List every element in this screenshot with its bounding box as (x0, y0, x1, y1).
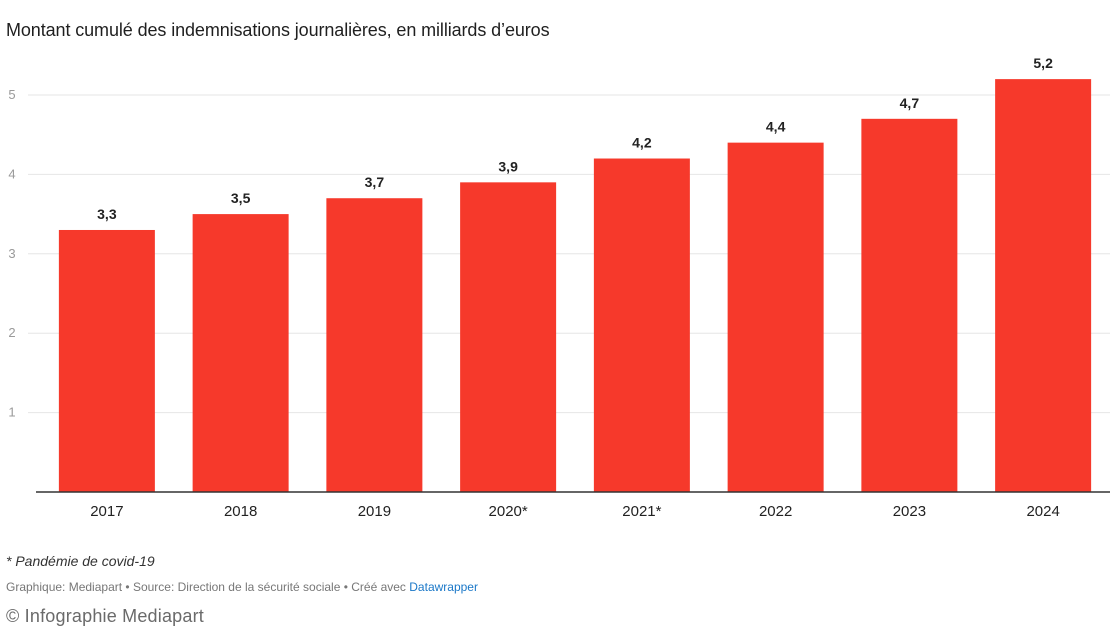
x-tick-label: 2021* (622, 503, 661, 520)
bar-value-label: 4,2 (632, 135, 652, 151)
bar-value-label: 4,7 (900, 95, 920, 111)
bar-value-label: 3,7 (365, 174, 385, 190)
bar-chart: 1 2 3 4 5 3,3 2017 3,5 2018 3,7 2019 3,9 2020* 4,2 202… (8, 55, 1110, 520)
bar-value-label: 5,2 (1033, 55, 1053, 71)
bar (460, 182, 557, 492)
x-tick-label: 2023 (893, 503, 926, 520)
credit-line: © Infographie Mediapart (6, 606, 204, 626)
bar (192, 214, 289, 492)
x-tick-label: 2020* (489, 503, 528, 520)
y-tick-label: 3 (8, 246, 15, 261)
y-tick-label: 1 (8, 405, 15, 420)
x-tick-label: 2024 (1026, 503, 1059, 520)
bar (58, 229, 155, 493)
y-tick-label: 4 (8, 166, 15, 181)
bar (995, 79, 1092, 493)
chart-title: Montant cumulé des indemnisations journa… (6, 20, 550, 40)
bar-value-label: 4,4 (766, 119, 786, 135)
bar-value-label: 3,5 (231, 190, 251, 206)
bar (593, 158, 690, 492)
x-tick-label: 2017 (90, 503, 123, 520)
x-tick-label: 2019 (358, 503, 391, 520)
y-tick-label: 2 (8, 325, 15, 340)
datawrapper-link[interactable]: Datawrapper (409, 580, 478, 594)
bar-value-label: 3,9 (498, 158, 518, 174)
source-line: Graphique: Mediapart • Source: Direction… (6, 580, 478, 594)
footnote: * Pandémie de covid-19 (6, 553, 155, 569)
bar-value-label: 3,3 (97, 206, 117, 222)
y-tick-label: 5 (8, 87, 15, 102)
x-tick-label: 2022 (759, 503, 792, 520)
x-tick-label: 2018 (224, 503, 257, 520)
source-text: Graphique: Mediapart • Source: Direction… (6, 580, 410, 594)
bar (861, 118, 958, 492)
bar (727, 142, 824, 492)
bar (326, 198, 423, 492)
